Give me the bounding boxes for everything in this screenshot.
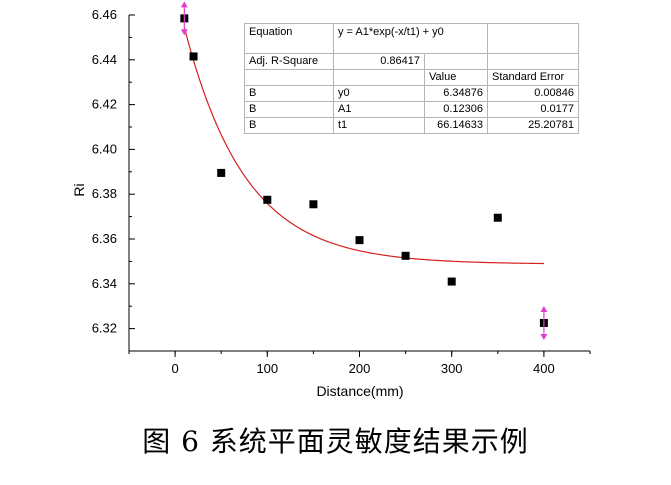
data-point xyxy=(263,195,272,204)
marker-arrow-up xyxy=(180,1,188,8)
fit-layer xyxy=(183,27,544,265)
data-point xyxy=(447,277,456,286)
figure-caption: 图 6 系统平面灵敏度结果示例 xyxy=(142,425,529,458)
equation-label: Equation xyxy=(244,23,334,54)
param-value: 6.34876 xyxy=(424,85,488,102)
y-tick-label: 6.36 xyxy=(92,231,117,246)
param-se: 0.0177 xyxy=(487,101,579,118)
equation-value: y = A1*exp(-x/t1) + y0 xyxy=(333,23,488,54)
param-name: B xyxy=(244,117,334,134)
param-name: B xyxy=(244,101,334,118)
r2-empty-cell-2 xyxy=(487,53,579,70)
y-tick-label: 6.40 xyxy=(92,141,117,156)
marker-arrow-up xyxy=(540,306,548,312)
x-tick-label: 300 xyxy=(441,361,463,376)
y-tick-label: 6.42 xyxy=(92,97,117,112)
y-tick-label: 6.34 xyxy=(92,276,117,291)
x-tick-label: 100 xyxy=(256,361,278,376)
equation-row: Equation y = A1*exp(-x/t1) + y0 xyxy=(244,23,579,54)
y-tick-label: 6.46 xyxy=(92,7,117,22)
r2-value: 0.86417 xyxy=(333,53,425,70)
param-name: B xyxy=(244,85,334,102)
param-row: B A1 0.12306 0.0177 xyxy=(244,101,579,118)
x-axis-label: Distance(mm) xyxy=(316,383,403,399)
x-tick-label: 200 xyxy=(349,361,371,376)
param-symbol: A1 xyxy=(333,101,425,118)
se-header: Standard Error xyxy=(487,69,579,86)
param-symbol: y0 xyxy=(333,85,425,102)
outlier-marker xyxy=(180,1,188,36)
y-axis-label: Ri xyxy=(71,183,87,196)
fit-statistics-table: Equation y = A1*exp(-x/t1) + y0 Adj. R-S… xyxy=(244,23,579,134)
x-tick-label: 0 xyxy=(171,361,178,376)
header-row: Value Standard Error xyxy=(244,69,579,86)
param-value: 66.14633 xyxy=(424,117,488,134)
r2-empty-cell-1 xyxy=(424,53,488,70)
param-row: B y0 6.34876 0.00846 xyxy=(244,85,579,102)
marker-arrow-down xyxy=(180,29,188,36)
y-tick-label: 6.38 xyxy=(92,186,117,201)
param-se: 25.20781 xyxy=(487,117,579,134)
equation-empty-cell xyxy=(487,23,579,54)
r2-row: Adj. R-Square 0.86417 xyxy=(244,53,579,70)
value-header: Value xyxy=(424,69,488,86)
header-empty-cell-2 xyxy=(333,69,425,86)
data-point xyxy=(189,52,198,61)
x-tick-label: 400 xyxy=(533,361,555,376)
r2-label: Adj. R-Square xyxy=(244,53,334,70)
y-tick-label: 6.44 xyxy=(92,52,117,67)
data-point xyxy=(217,168,226,177)
y-tick-label: 6.32 xyxy=(92,321,117,336)
data-point xyxy=(401,251,410,260)
data-point xyxy=(309,200,318,209)
param-se: 0.00846 xyxy=(487,85,579,102)
marker-arrow-down xyxy=(540,334,548,340)
marker-layer xyxy=(180,1,548,340)
data-point xyxy=(493,213,502,222)
param-symbol: t1 xyxy=(333,117,425,134)
ticks: 6.32 6.34 6.36 6.38 6.40 6.42 6.44 6.46 0 100 200 3… xyxy=(92,7,591,376)
data-point xyxy=(355,236,364,245)
outlier-marker xyxy=(540,306,548,340)
fit-curve xyxy=(183,27,544,265)
header-empty-cell-1 xyxy=(244,69,334,86)
param-value: 0.12306 xyxy=(424,101,488,118)
param-row: B t1 66.14633 25.20781 xyxy=(244,117,579,134)
